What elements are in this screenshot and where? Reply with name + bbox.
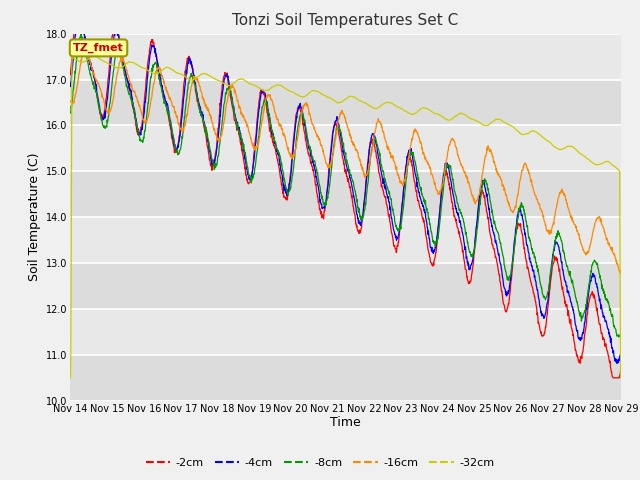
-16cm [552, 208, 559, 214]
Line: -32cm: -32cm [70, 56, 621, 378]
-16cm [189, 77, 197, 83]
-2cm [504, 306, 511, 312]
-2cm [189, 71, 197, 77]
-4cm [552, 239, 559, 245]
-8cm [431, 244, 439, 250]
Text: TZ_fmet: TZ_fmet [73, 43, 124, 53]
-32cm [189, 77, 197, 83]
Line: -8cm: -8cm [70, 34, 621, 337]
-16cm [617, 270, 625, 276]
-2cm [609, 375, 617, 381]
-4cm [504, 292, 511, 298]
-8cm [617, 328, 625, 334]
-16cm [616, 270, 624, 276]
-16cm [504, 197, 511, 203]
-4cm [67, 84, 74, 89]
-4cm [613, 360, 621, 366]
-4cm [251, 149, 259, 155]
Bar [70, 355, 621, 401]
-32cm [176, 71, 184, 77]
Bar [70, 217, 621, 263]
Bar [70, 125, 621, 171]
X-axis label: Time: Time [330, 416, 361, 429]
-8cm [251, 165, 259, 171]
-16cm [67, 98, 74, 104]
-32cm [431, 111, 439, 117]
-2cm [431, 253, 439, 259]
-32cm [552, 145, 559, 151]
-8cm [504, 277, 511, 283]
Bar [70, 171, 621, 217]
-16cm [176, 125, 184, 131]
-2cm [176, 131, 184, 137]
Line: -2cm: -2cm [70, 24, 621, 378]
-8cm [615, 334, 623, 340]
-8cm [189, 74, 197, 80]
-32cm [617, 375, 625, 381]
-8cm [77, 31, 85, 37]
-16cm [251, 146, 259, 152]
Bar [70, 309, 621, 355]
Title: Tonzi Soil Temperatures Set C: Tonzi Soil Temperatures Set C [232, 13, 459, 28]
-4cm [189, 70, 197, 76]
-2cm [617, 364, 625, 370]
-32cm [251, 83, 259, 88]
-2cm [67, 72, 74, 78]
-2cm [251, 144, 259, 150]
-2cm [552, 255, 559, 261]
-4cm [176, 133, 184, 139]
-2cm [72, 22, 79, 27]
-32cm [504, 121, 511, 127]
-32cm [91, 53, 99, 59]
-4cm [617, 349, 625, 355]
-8cm [67, 110, 74, 116]
-32cm [67, 375, 74, 381]
-16cm [431, 183, 439, 189]
Line: -4cm: -4cm [70, 24, 621, 363]
-8cm [176, 147, 184, 153]
Line: -16cm: -16cm [70, 49, 621, 273]
Bar [70, 263, 621, 309]
-4cm [73, 22, 81, 27]
Y-axis label: Soil Temperature (C): Soil Temperature (C) [28, 153, 40, 281]
-16cm [83, 46, 90, 52]
-4cm [431, 244, 439, 250]
Legend: -2cm, -4cm, -8cm, -16cm, -32cm: -2cm, -4cm, -8cm, -16cm, -32cm [141, 453, 499, 472]
Bar [70, 34, 621, 80]
Bar [70, 80, 621, 125]
-8cm [552, 234, 559, 240]
